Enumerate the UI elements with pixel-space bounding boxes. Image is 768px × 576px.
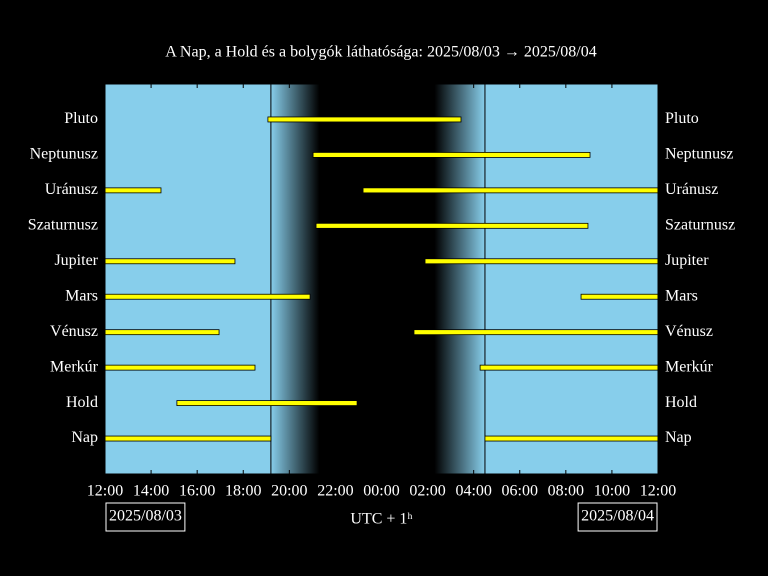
row-label-left: Mars [65,287,98,304]
visibility-bar [267,116,462,123]
row-label-left: Neptunusz [30,146,98,163]
row-label-right: Nap [665,429,692,446]
row-label-left: Merkúr [50,358,99,375]
visibility-bar [413,329,659,336]
x-axis-label: UTC + 1ʰ [350,511,412,528]
date-box [577,502,658,532]
visibility-bar [479,364,659,371]
row-label-left: Jupiter [54,252,98,269]
x-tick-label: 04:00 [455,483,491,500]
row-label-left: Vénusz [50,323,98,340]
x-tick-label: 18:00 [225,483,261,500]
visibility-bar [315,222,589,229]
visibility-bar [104,187,162,194]
x-tick-label: 10:00 [594,483,630,500]
night-band [270,84,485,474]
row-label-right: Pluto [665,110,699,127]
x-tick-label: 08:00 [548,483,584,500]
visibility-bar [104,435,272,442]
visibility-bar [104,293,311,300]
visibility-bar [104,364,256,371]
row-label-right: Uránusz [665,181,718,198]
visibility-bar [104,258,236,265]
x-tick-label: 02:00 [409,483,445,500]
visibility-bar [176,400,358,406]
x-tick-label: 14:00 [133,483,169,500]
chart-title: A Nap, a Hold és a bolygók láthatósága: … [165,44,597,61]
row-label-right: Mars [665,287,698,304]
row-label-right: Szaturnusz [665,216,735,233]
row-label-left: Nap [71,429,98,446]
row-label-right: Neptunusz [665,146,733,163]
x-tick-label: 12:00 [640,483,676,500]
row-label-left: Hold [66,394,98,411]
x-tick-label: 20:00 [271,483,307,500]
row-label-right: Jupiter [665,252,709,269]
x-tick-label: 22:00 [317,483,353,500]
visibility-bar [104,329,220,336]
x-tick-label: 06:00 [502,483,538,500]
x-tick-label: 12:00 [87,483,123,500]
x-tick-label: 00:00 [363,483,399,500]
row-label-right: Hold [665,394,697,411]
visibility-bar [484,435,659,442]
visibility-bar [312,152,591,158]
x-tick-label: 16:00 [179,483,215,500]
date-box [105,502,186,532]
visibility-bar [362,187,659,194]
row-label-right: Merkúr [665,358,714,375]
start-date: 2025/08/03 [109,508,182,525]
visibility-bar [580,293,659,300]
visibility-bar [424,258,659,265]
end-date: 2025/08/04 [581,508,654,525]
row-label-right: Vénusz [665,323,713,340]
row-label-left: Uránusz [45,181,98,198]
row-label-left: Pluto [64,110,98,127]
row-label-left: Szaturnusz [28,216,98,233]
